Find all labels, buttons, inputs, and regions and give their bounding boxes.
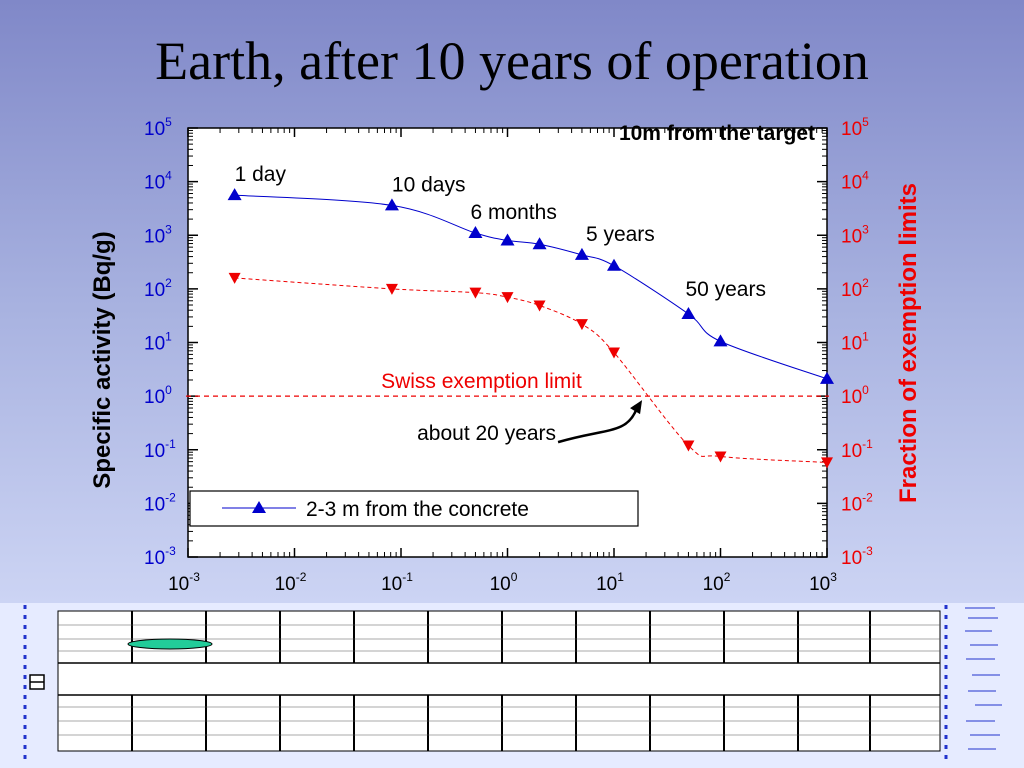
series-2-point <box>575 319 588 331</box>
x-tick-label: 101 <box>596 570 624 595</box>
y-tick-label-right: 102 <box>841 276 869 301</box>
series-1-point <box>681 306 696 319</box>
series-1-point <box>532 237 547 250</box>
lower-panel-graphic <box>0 603 1024 768</box>
series-2-point <box>608 347 620 359</box>
y-tick-label-left: 10-2 <box>144 490 176 515</box>
series-1-point <box>607 258 621 271</box>
series-2-point <box>682 440 695 452</box>
y-tick-label-right: 101 <box>841 330 869 355</box>
series-1-point <box>384 198 399 211</box>
y-tick-label-right: 100 <box>841 383 869 408</box>
y-tick-label-right: 104 <box>841 169 869 194</box>
x-tick-label: 10-1 <box>381 570 413 595</box>
y-tick-label-left: 102 <box>144 276 172 301</box>
series-2-point <box>821 457 833 469</box>
y-tick-label-left: 103 <box>144 222 172 247</box>
chart-title: 10m from the target <box>619 122 815 145</box>
y-tick-label-left: 100 <box>144 383 172 408</box>
y-tick-label-right: 105 <box>841 115 869 140</box>
series-2-point <box>501 292 514 304</box>
series-2-point <box>228 272 241 284</box>
y-tick-label-left: 104 <box>144 169 172 194</box>
series-1-point <box>468 226 483 239</box>
y-axis-title-right: Fraction of exemption limits <box>895 183 922 503</box>
annotation-label: 50 years <box>685 278 766 301</box>
series-1-point <box>500 233 515 246</box>
x-tick-label: 10-3 <box>168 570 200 595</box>
x-tick-label: 102 <box>703 570 731 595</box>
series-line-2 <box>234 277 828 463</box>
annotation-arrow-head <box>630 400 643 415</box>
x-tick-label: 10-2 <box>275 570 307 595</box>
x-tick-label: 103 <box>809 570 837 595</box>
annotation-label: 6 months <box>470 201 556 224</box>
legend-marker <box>252 501 266 513</box>
series-2-point <box>385 283 398 295</box>
y-tick-label-right: 10-3 <box>841 544 873 569</box>
y-tick-label-left: 10-3 <box>144 544 176 569</box>
series-1-point <box>227 188 242 201</box>
annotation-arrow <box>557 409 638 444</box>
series-1-point <box>574 247 589 260</box>
annotation-label: 5 years <box>586 223 655 246</box>
y-tick-label-right: 10-1 <box>841 437 873 462</box>
y-tick-label-left: 101 <box>144 330 172 355</box>
series-2-point <box>469 287 482 299</box>
annotation-label: 10 days <box>392 173 466 196</box>
series-1-point <box>820 371 834 384</box>
legend-label: 2-3 m from the concrete <box>306 498 529 521</box>
series-2-point <box>533 300 546 312</box>
series-1-point <box>713 334 728 347</box>
x-tick-label: 100 <box>490 570 518 595</box>
series-line-1 <box>234 194 828 380</box>
y-tick-label-left: 10-1 <box>144 437 176 462</box>
exemption-limit-label: Swiss exemption limit <box>381 370 582 393</box>
y-tick-label-left: 105 <box>144 115 172 140</box>
series-2-point <box>714 451 727 463</box>
y-tick-label-right: 103 <box>841 222 869 247</box>
y-tick-label-right: 10-2 <box>841 490 873 515</box>
annotation-label: 1 day <box>235 163 287 186</box>
annotation-label: about 20 years <box>417 422 556 445</box>
slide-title: Earth, after 10 years of operation <box>155 31 869 91</box>
y-axis-title-left: Specific activity (Bq/g) <box>89 231 116 488</box>
